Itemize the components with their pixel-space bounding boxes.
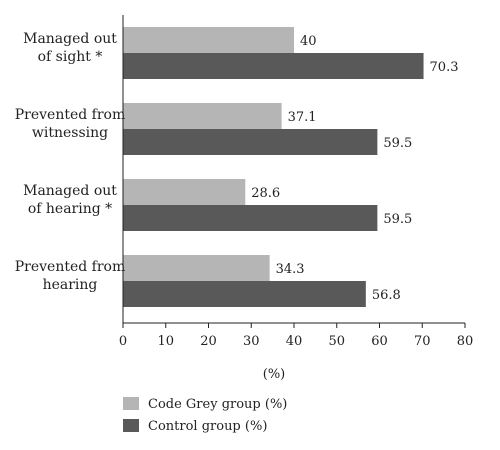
value-label-code-grey-1: 37.1 [288, 110, 317, 125]
bar-control-0 [123, 53, 424, 79]
legend-label-code-grey: Code Grey group (%) [148, 397, 287, 412]
x-tick-label: 30 [243, 334, 260, 349]
bars-group [123, 27, 424, 307]
category-label-0: Managed out of sight * [23, 31, 117, 65]
bar-code-grey-2 [123, 179, 246, 205]
value-label-control-3: 56.8 [372, 288, 401, 303]
category-label-1: Prevented from witnessing [15, 107, 126, 141]
legend-label-control: Control group (%) [148, 419, 267, 434]
x-ticks-group: 0 10 20 30 40 50 60 70 80 [119, 323, 473, 349]
category-label-line: Managed out [23, 31, 117, 47]
value-label-code-grey-2: 28.6 [251, 186, 280, 201]
value-labels-group: 40 70.3 37.1 59.5 28.6 59.5 34.3 56.8 [251, 34, 458, 303]
x-tick-label: 10 [157, 334, 174, 349]
bar-code-grey-0 [123, 27, 294, 53]
bar-control-1 [123, 129, 378, 155]
bar-code-grey-3 [123, 255, 270, 281]
value-label-control-0: 70.3 [430, 60, 459, 75]
category-label-line: of hearing * [28, 201, 112, 217]
legend: Code Grey group (%) Control group (%) [123, 397, 287, 434]
category-labels-group: Managed out of sight * Prevented from witne… [15, 31, 126, 293]
x-tick-label: 0 [119, 334, 127, 349]
x-tick-label: 60 [371, 334, 388, 349]
category-label-line: witnessing [32, 125, 108, 141]
x-tick-label: 80 [457, 334, 474, 349]
category-label-2: Managed out of hearing * [23, 183, 117, 217]
x-axis-title: (%) [263, 367, 286, 382]
bar-control-2 [123, 205, 378, 231]
bar-code-grey-1 [123, 103, 282, 129]
category-label-3: Prevented from hearing [15, 259, 126, 293]
x-tick-label: 70 [414, 334, 431, 349]
legend-swatch-control [123, 419, 139, 432]
value-label-code-grey-0: 40 [300, 34, 317, 49]
category-label-line: Managed out [23, 183, 117, 199]
x-tick-label: 20 [200, 334, 217, 349]
value-label-control-2: 59.5 [383, 212, 412, 227]
value-label-control-1: 59.5 [383, 136, 412, 151]
category-label-line: hearing [43, 277, 98, 293]
category-label-line: Prevented from [15, 107, 126, 123]
category-label-line: of sight * [38, 49, 103, 65]
x-tick-label: 40 [286, 334, 303, 349]
category-label-line: Prevented from [15, 259, 126, 275]
value-label-code-grey-3: 34.3 [276, 262, 305, 277]
legend-swatch-code-grey [123, 397, 139, 410]
x-tick-label: 50 [328, 334, 345, 349]
bar-control-3 [123, 281, 366, 307]
